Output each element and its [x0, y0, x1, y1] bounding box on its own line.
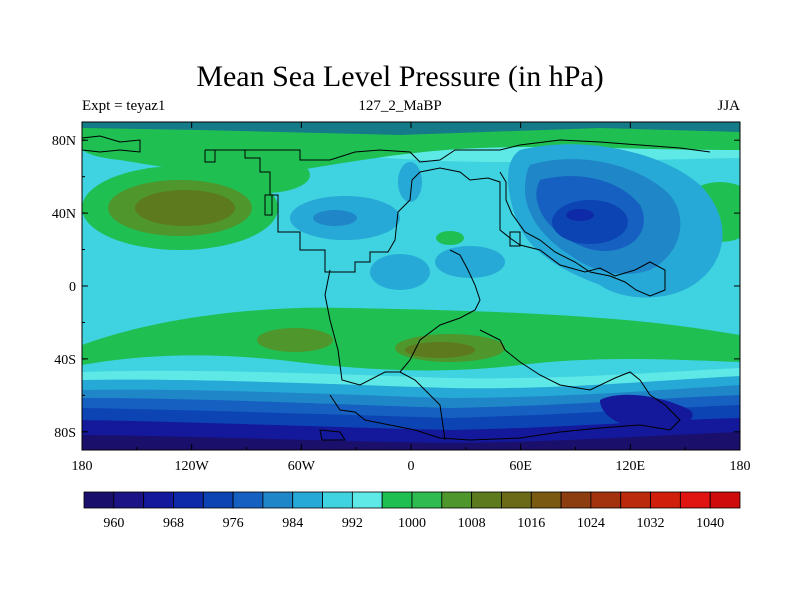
colorbar-swatch — [411, 491, 443, 509]
colorbar-label: 960 — [103, 516, 124, 531]
colorbar-label: 984 — [282, 516, 303, 531]
colorbar-swatch — [381, 491, 413, 509]
colorbar-swatch — [262, 491, 294, 509]
npac-high-core — [135, 190, 235, 226]
colorbar-swatch — [620, 491, 651, 509]
colorbar-swatch — [202, 491, 234, 509]
lon-tick-label: 60E — [509, 459, 532, 474]
colorbar-label: 968 — [163, 516, 184, 531]
lon-tick-label: 0 — [408, 459, 415, 474]
colorbar-swatch — [113, 491, 145, 509]
coast-small-1 — [264, 194, 273, 216]
coast-alaska — [82, 135, 141, 153]
lat-tick-label: 40S — [54, 353, 76, 368]
colorbar-swatch — [83, 491, 115, 509]
colorbar-labels: 960 968 976 984 992 1000 1008 1016 1024 1032 1040 — [103, 516, 724, 531]
lon-tick-label: 60W — [288, 459, 316, 474]
lat-tick-label: 40N — [52, 207, 76, 222]
coast-arctic — [205, 139, 711, 163]
coast-small-2 — [509, 231, 521, 247]
med-high — [436, 231, 464, 245]
lat-tick-label: 80S — [54, 426, 76, 441]
s-ind-core — [405, 342, 475, 358]
coast-africa — [399, 249, 481, 373]
antarctic-low — [600, 394, 693, 430]
colorbar-swatch — [351, 491, 383, 509]
africa-low-w — [370, 254, 430, 290]
lon-tick-label: 180 — [730, 459, 751, 474]
axis-tick-labels: 180 120W 60W 0 60E 120E 180 80N 40N 0 40S 80S — [52, 134, 751, 474]
colorbar-swatch — [471, 491, 502, 509]
so-band-7 — [82, 432, 740, 450]
colorbar-label: 1040 — [696, 516, 724, 531]
asia-low-core — [552, 200, 628, 244]
colorbar-label: 976 — [223, 516, 244, 531]
colorbar-swatch — [441, 491, 473, 509]
coast-island — [319, 429, 346, 441]
colorbar-swatch — [292, 491, 323, 509]
colorbar-swatch — [232, 491, 264, 509]
period-label: 127_2_MaBP — [358, 98, 442, 114]
colorbar-swatch — [501, 491, 532, 509]
colorbar-swatch — [709, 491, 741, 509]
colorbar-label: 1000 — [398, 516, 426, 531]
axis-ticks — [81, 122, 741, 450]
atl-high — [220, 157, 310, 193]
colorbar — [83, 491, 741, 509]
natl-low-core — [313, 210, 357, 226]
colorbar-label: 992 — [342, 516, 363, 531]
colorbar-label: 1032 — [637, 516, 665, 531]
season-label: JJA — [717, 98, 740, 114]
s-atl-high — [257, 328, 333, 352]
coast-south-1 — [479, 329, 641, 391]
coastlines — [82, 135, 711, 441]
arctic-blue — [82, 122, 740, 135]
colorbar-swatch — [679, 491, 711, 509]
greenland-low — [398, 162, 422, 202]
experiment-label: Expt = teyaz1 — [82, 98, 166, 114]
coast-antarctica — [329, 379, 681, 441]
colorbar-swatch — [322, 491, 353, 509]
lon-tick-label: 120E — [616, 459, 646, 474]
colorbar-swatch — [590, 491, 622, 509]
colorbar-swatch — [560, 491, 592, 509]
asia-low-center — [566, 209, 594, 221]
colorbar-label: 1024 — [577, 516, 605, 531]
lon-tick-label: 120W — [175, 459, 210, 474]
map-title: Mean Sea Level Pressure (in hPa) — [196, 60, 604, 93]
pressure-field — [82, 122, 740, 450]
colorbar-swatch — [650, 491, 681, 509]
coast-sa — [324, 269, 446, 441]
lon-tick-label: 180 — [72, 459, 93, 474]
colorbar-swatch — [530, 491, 562, 509]
colorbar-swatch — [173, 491, 204, 509]
colorbar-label: 1008 — [458, 516, 486, 531]
lat-tick-label: 80N — [52, 134, 76, 149]
colorbar-label: 1016 — [517, 516, 545, 531]
africa-low-e — [435, 246, 505, 278]
lat-tick-label: 0 — [69, 280, 76, 295]
colorbar-swatch — [143, 491, 174, 509]
